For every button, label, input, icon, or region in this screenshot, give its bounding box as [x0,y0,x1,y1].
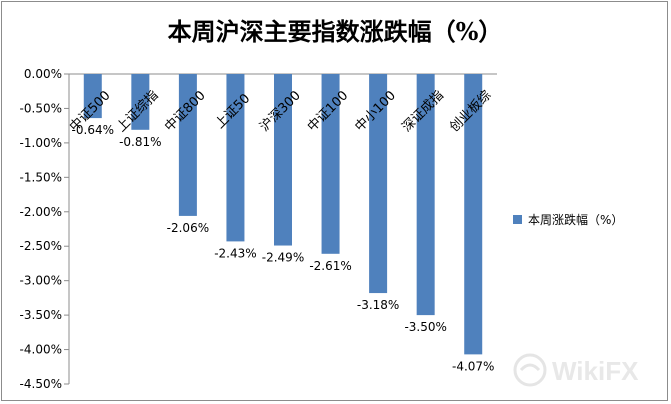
watermark-logo-icon [513,353,547,387]
bar [464,74,483,355]
y-tick-label: -0.50% [20,101,62,115]
value-label: -0.64% [72,123,114,137]
value-label: -2.61% [309,259,351,273]
value-label: -4.07% [452,359,494,373]
y-tick-labels: 0.00% -0.50% -1.00% -1.50% -2.00% -2.50% -3.00… [20,67,69,391]
legend-swatch [513,215,522,224]
value-label: -2.06% [167,221,209,235]
value-label: -2.49% [262,251,304,265]
y-tick-label: 0.00% [24,67,62,81]
value-labels: -0.64% -0.81% -2.06% -2.43% -2.49% -2.61% -3.1… [72,123,495,373]
y-tick-label: -3.50% [20,308,62,322]
bars [83,74,483,355]
value-label: -3.50% [404,320,446,334]
bar [226,74,245,242]
y-tick-label: -2.50% [20,239,62,253]
bar [178,74,197,216]
legend: 本周涨跌幅（%） [513,212,623,227]
watermark-text: WikiFX [552,356,639,386]
y-tick-label: -2.00% [20,205,62,219]
y-tick-label: -1.50% [20,170,62,184]
value-label: -0.81% [119,135,161,149]
value-label: -3.18% [357,298,399,312]
y-tick-label: -4.50% [20,377,62,391]
watermark: WikiFX [513,353,639,387]
y-tick-label: -1.00% [20,136,62,150]
value-label: -2.43% [214,246,256,260]
bar [131,74,150,130]
y-tick-label: -4.00% [20,343,62,357]
chart-title: 本周沪深主要指数涨跌幅（%） [168,17,503,46]
y-tick-label: -3.00% [20,274,62,288]
bar [274,74,292,246]
bar [416,74,435,316]
watermark-logo-mark [519,363,541,372]
bar [369,74,388,294]
bar [83,74,102,119]
legend-label: 本周涨跌幅（%） [528,212,623,227]
bar [321,74,340,254]
